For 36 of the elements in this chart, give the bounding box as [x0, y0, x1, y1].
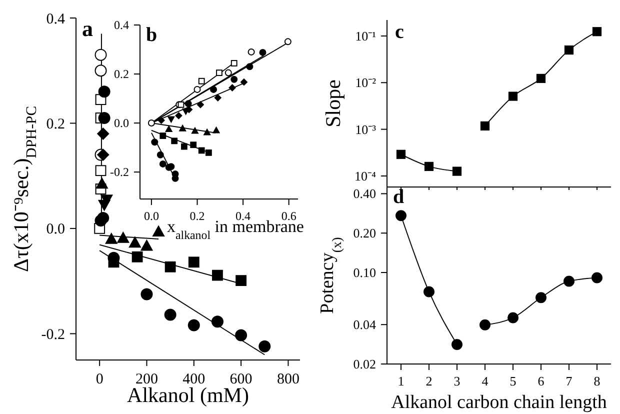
y-tick-label: 0.40 [353, 186, 376, 202]
x-axis-title: Alkanol carbon chain length [391, 392, 608, 413]
x-tick-label: 0 [96, 372, 104, 388]
y-tick-label: -0.2 [110, 165, 129, 180]
y-tick-label: 0.10 [353, 265, 376, 280]
y-tick-label: 0.02 [353, 356, 376, 372]
x-tick-label: 2 [426, 374, 432, 389]
annotation: c [395, 21, 404, 43]
y-tick-label: 0.2 [114, 67, 129, 82]
y-tick-label: -0.2 [41, 326, 65, 343]
y-tick-label: 0.4 [46, 11, 66, 28]
x-tick-label: 800 [276, 372, 300, 388]
x-tick-label: 6 [538, 374, 545, 389]
x-tick-label: 0.6 [281, 208, 296, 223]
x-tick-label: 0.0 [144, 208, 159, 223]
annotation: b [146, 24, 158, 46]
annotation: a [82, 16, 93, 41]
y-tick-label: 10⁻² [355, 75, 376, 90]
y-tick-label: 0.20 [353, 226, 376, 241]
y-axis-title: Slope [321, 80, 345, 128]
x-tick-label: 3 [454, 374, 460, 389]
y-tick-label: 10⁻¹ [355, 28, 376, 44]
y-tick-label: 10⁻⁴ [354, 168, 376, 184]
x-tick-label: 4 [482, 374, 489, 389]
annotation: d [393, 186, 404, 208]
x-tick-label: 5 [510, 374, 516, 389]
y-tick-label: 0.04 [353, 317, 376, 332]
y-tick-label: 10⁻³ [355, 122, 376, 137]
x-tick-label: 7 [566, 374, 573, 389]
y-tick-label: 0.4 [114, 18, 129, 32]
x-tick-label: 8 [594, 374, 600, 389]
y-tick-label: 0.2 [46, 116, 65, 132]
y-tick-label: 0.0 [114, 116, 129, 130]
x-tick-label: 0.4 [236, 208, 251, 223]
x-tick-label: 1 [398, 374, 404, 389]
y-tick-label: 0.0 [46, 222, 65, 238]
